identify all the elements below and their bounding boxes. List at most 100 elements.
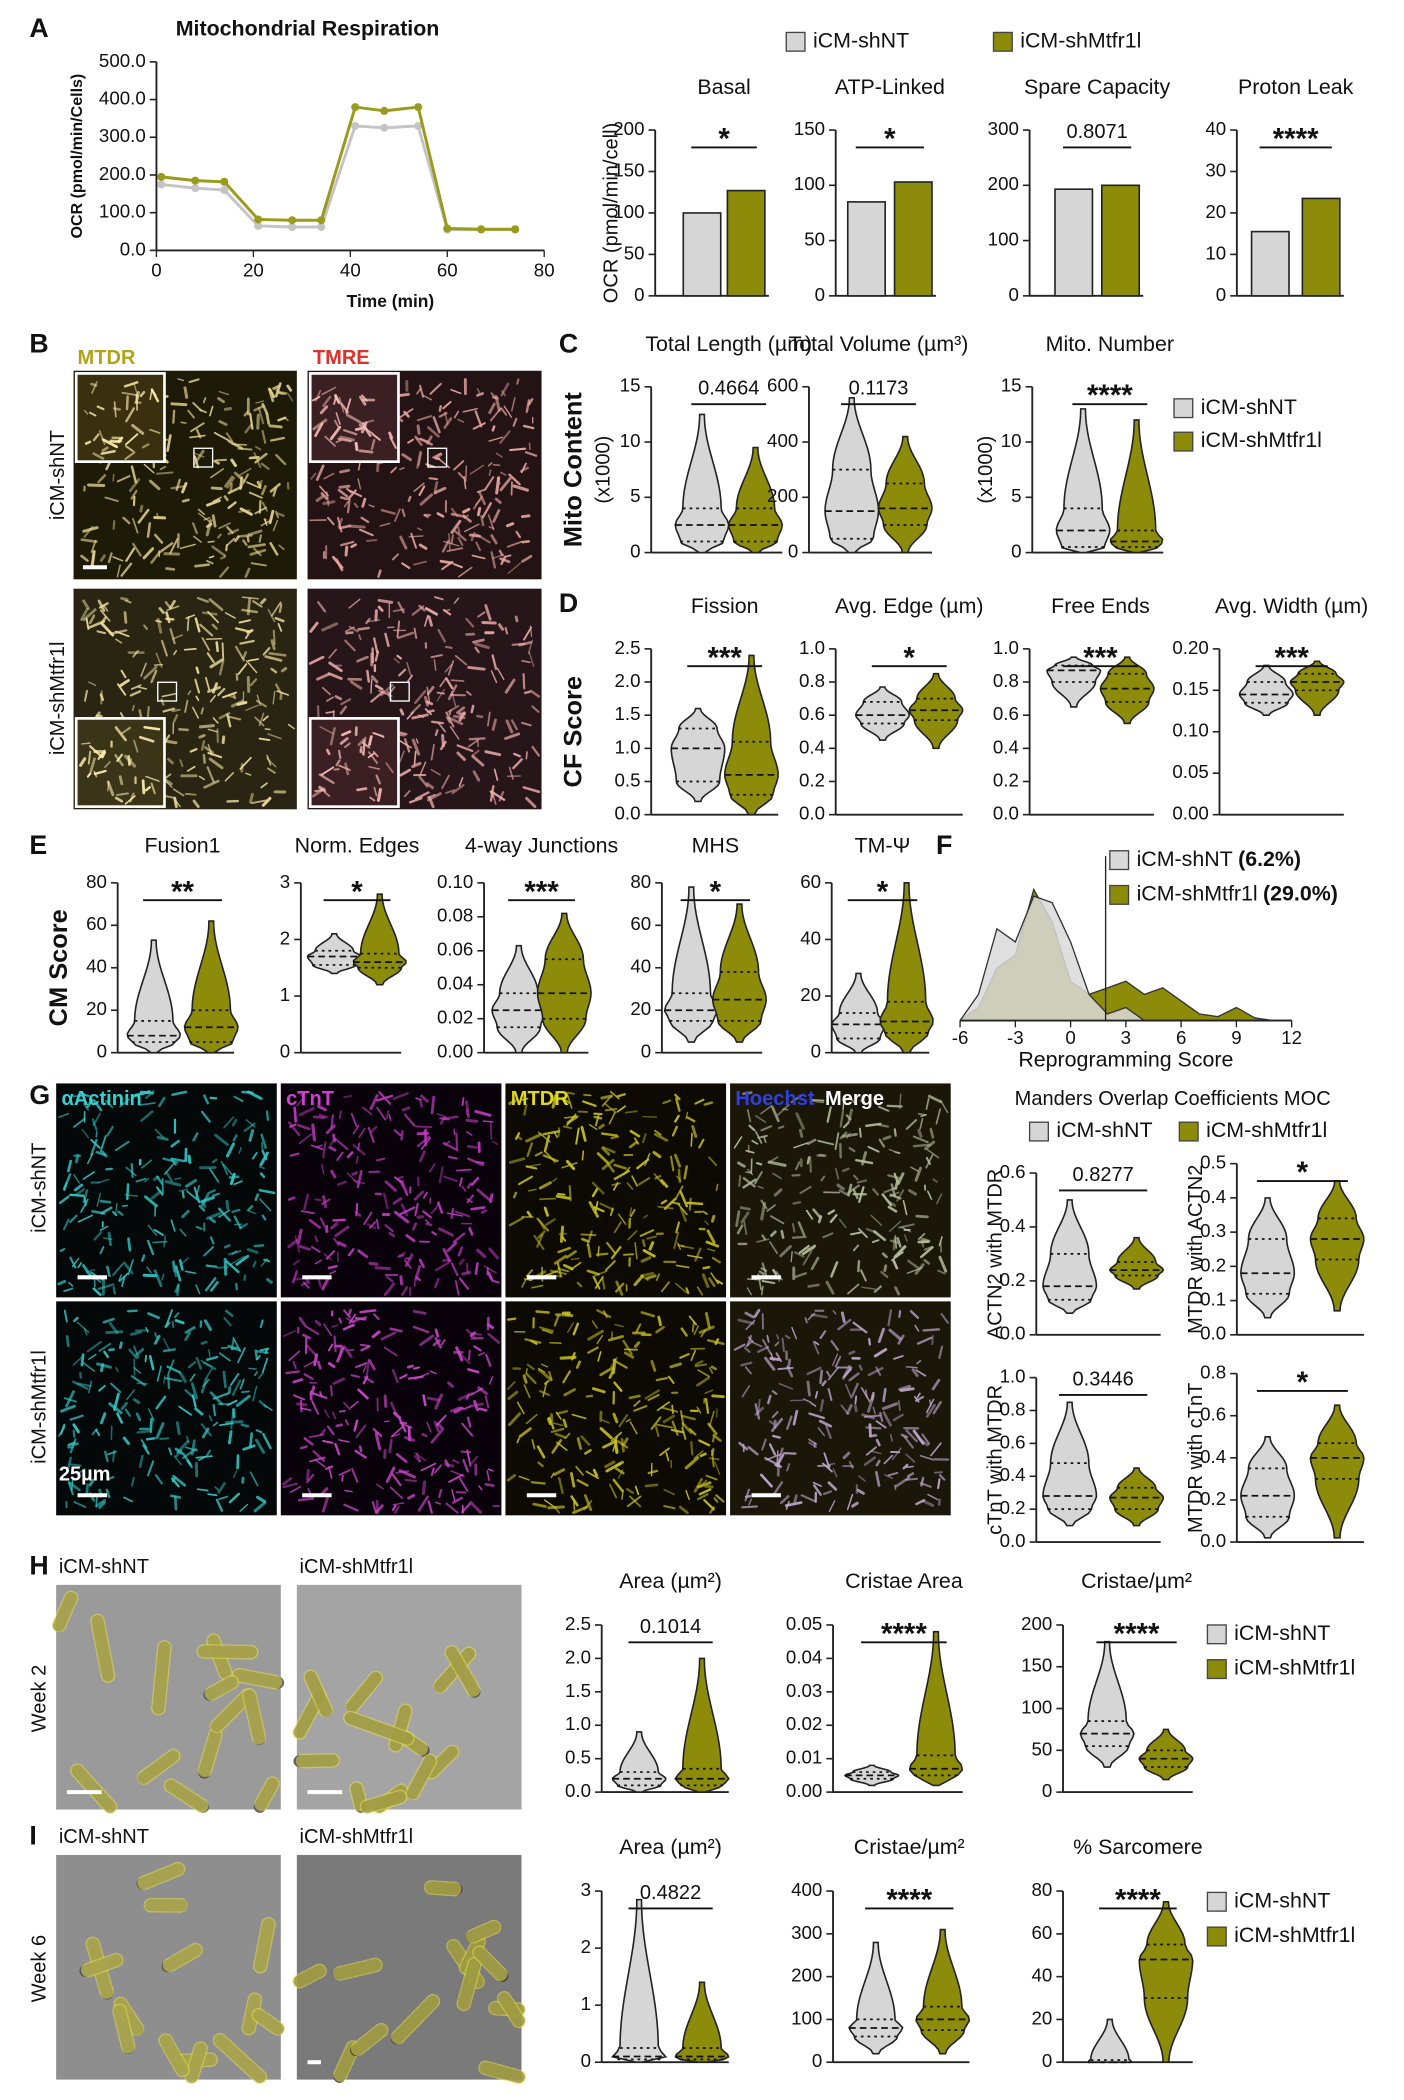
filament [77,1262,83,1269]
x-tick-label: -6 [952,1027,969,1048]
filament [233,1215,242,1230]
mito-trace [292,1963,327,1989]
filament [239,756,252,770]
filament [896,1189,905,1202]
filament [790,1250,793,1263]
filament [376,1483,384,1490]
filament [466,1194,475,1204]
y-tick-label: 0.8 [1000,1398,1026,1419]
filament [81,742,91,745]
filament [156,1135,169,1141]
filament [919,1118,924,1130]
filament [583,1494,593,1511]
filament [207,728,218,733]
filament [491,654,498,670]
panel-label: B [29,328,48,358]
filament [893,1128,897,1137]
filament [793,1142,809,1149]
y-axis-label: ACTN2 with MTDR [984,1169,1006,1339]
filament [149,479,161,491]
filament [644,1483,659,1488]
filament [280,667,288,673]
filament [679,1206,687,1222]
filament [572,1505,589,1515]
mito-trace [478,2060,527,2085]
filament [712,1433,722,1442]
filament [261,796,272,807]
filament [532,1502,547,1508]
filament [827,1387,833,1401]
filament [334,695,343,701]
filament [443,1175,458,1183]
filament [322,1439,334,1444]
filament [184,699,189,713]
filament [346,1151,354,1159]
filament [207,751,223,759]
filament [97,474,107,484]
filament [753,1342,763,1348]
filament [553,1254,568,1265]
filament [384,1224,394,1233]
filament [399,750,405,763]
y-tick-label: 0.08 [437,905,473,926]
filament [476,392,484,397]
filament [223,1244,231,1249]
filament [430,744,435,761]
filament [344,1489,353,1493]
filament [115,638,123,644]
chart-title: Spare Capacity [1024,75,1170,99]
filament [560,1235,567,1242]
filament [247,1205,254,1212]
filament [158,542,174,554]
filament [169,628,176,645]
y-tick-label: 0.0 [1200,1530,1226,1551]
filament [80,1198,89,1213]
filament [117,436,124,443]
filament [467,666,486,671]
filament [653,1132,669,1142]
filament [354,427,363,431]
filament [355,1362,368,1368]
filament [576,1437,583,1450]
y-axis-label: OCR (pmol/min/cell) [601,123,623,303]
filament [458,1277,470,1290]
filament [842,1100,845,1111]
filament [932,1178,938,1183]
filament [481,502,492,519]
filament [126,1183,130,1201]
filament [457,472,465,479]
filament [101,751,107,759]
y-tick-label: 0.1 [1200,1289,1226,1310]
filament [763,1136,767,1144]
filament [74,1188,86,1196]
filament [813,1484,822,1496]
chart-title: % Sarcomere [1073,1835,1202,1859]
row-label: iCM-shNT [47,430,69,520]
filament [321,1496,329,1513]
filament [72,1429,76,1438]
filament [820,1175,826,1182]
filament [282,1482,298,1488]
violin [879,882,934,1054]
y-tick-label: 0.8 [799,670,825,691]
violin [727,446,784,554]
filament [196,1488,209,1492]
mito-trace [331,1957,383,1982]
filament [223,1317,232,1327]
filament [420,1137,431,1150]
filament [295,1402,308,1407]
y-tick-label: 40 [1205,118,1226,139]
filament [286,384,293,392]
filament [458,711,466,722]
filament [255,400,265,404]
filament [368,751,379,764]
filament [868,1338,872,1346]
filament [488,402,496,415]
filament [846,1132,851,1139]
filament [223,495,229,502]
filament [421,1433,428,1438]
line-point [191,184,200,193]
filament [838,1189,849,1197]
filament [400,1130,404,1141]
line-point [317,222,326,232]
